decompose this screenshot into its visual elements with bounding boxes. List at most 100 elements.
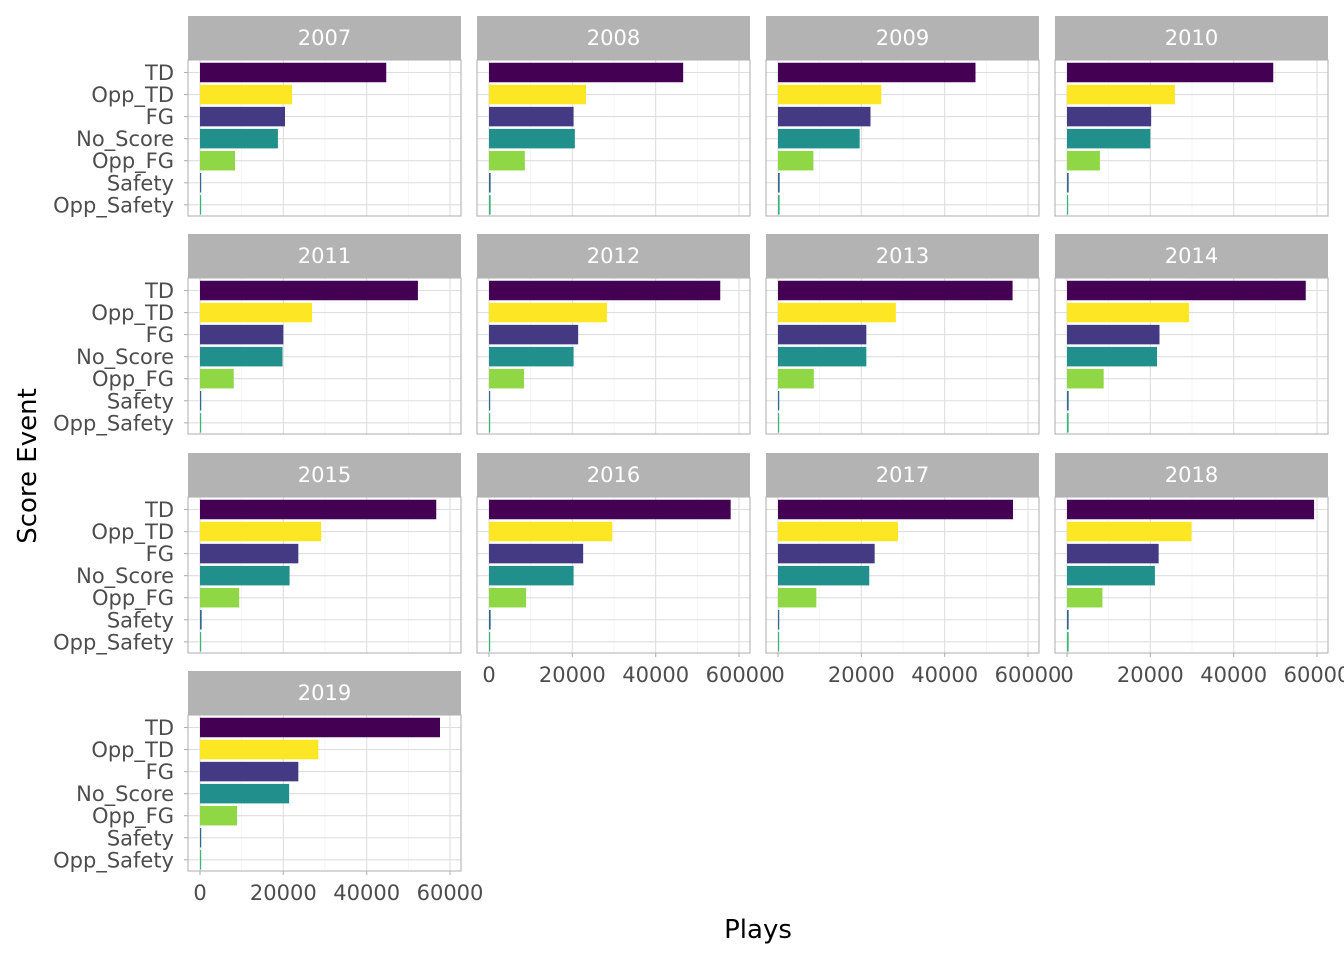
bar-no-score bbox=[489, 128, 575, 149]
panel-border bbox=[1054, 277, 1329, 435]
bar-fg bbox=[1067, 106, 1152, 127]
y-tick-label: Opp_TD bbox=[91, 520, 174, 545]
bar-opp-td bbox=[778, 521, 898, 542]
bar-no-score bbox=[200, 565, 290, 586]
facet-strip-label: 2010 bbox=[1165, 26, 1218, 50]
bar-safety bbox=[1067, 610, 1069, 630]
bar-safety bbox=[489, 391, 491, 411]
bar-safety bbox=[489, 173, 491, 193]
bar-opp-td bbox=[200, 521, 322, 542]
bar-fg bbox=[489, 543, 584, 564]
facet-strip bbox=[766, 453, 1039, 497]
x-tick-label: 0 bbox=[1060, 663, 1073, 687]
bar-safety bbox=[778, 610, 780, 630]
bar-opp-safety bbox=[200, 850, 202, 870]
x-tick-label: 20000 bbox=[828, 663, 895, 687]
x-tick-label: 60000 bbox=[706, 663, 773, 687]
bar-opp-safety bbox=[1067, 195, 1069, 215]
x-tick-label: 0 bbox=[482, 663, 495, 687]
panel-border bbox=[187, 714, 462, 872]
panel-border bbox=[765, 59, 1040, 217]
bar-opp-fg bbox=[200, 587, 240, 608]
bar-safety bbox=[778, 391, 780, 411]
facet-strip-label: 2014 bbox=[1165, 244, 1218, 268]
panel-border bbox=[1054, 59, 1329, 217]
y-tick-label: Safety bbox=[107, 389, 174, 413]
bar-opp-td bbox=[1067, 84, 1175, 105]
y-tick-label: Opp_TD bbox=[91, 738, 174, 763]
y-tick-label: Opp_Safety bbox=[53, 630, 174, 655]
bar-td bbox=[778, 499, 1013, 520]
bar-opp-td bbox=[200, 84, 293, 105]
bar-td bbox=[1067, 499, 1315, 520]
bar-opp-fg bbox=[778, 587, 817, 608]
bar-safety bbox=[200, 391, 202, 411]
bar-td bbox=[200, 499, 437, 520]
y-axis-title: Score Event bbox=[13, 388, 43, 544]
facet-strip-label: 2009 bbox=[876, 26, 929, 50]
y-tick-label: No_Score bbox=[76, 127, 174, 152]
facet-strip-label: 2015 bbox=[298, 463, 351, 487]
facet-strip-label: 2013 bbox=[876, 244, 929, 268]
bar-opp-fg bbox=[200, 805, 238, 826]
bar-fg bbox=[1067, 543, 1159, 564]
bar-no-score bbox=[200, 128, 278, 149]
y-tick-label: Opp_Safety bbox=[53, 411, 174, 436]
panel-border bbox=[765, 277, 1040, 435]
bar-opp-td bbox=[1067, 521, 1192, 542]
bar-fg bbox=[778, 106, 871, 127]
y-tick-label: No_Score bbox=[76, 782, 174, 807]
y-tick-label: Opp_TD bbox=[91, 83, 174, 108]
facet-strip-label: 2008 bbox=[587, 26, 640, 50]
bar-safety bbox=[200, 173, 202, 193]
facet-strip-label: 2011 bbox=[298, 244, 351, 268]
y-tick-label: Safety bbox=[107, 171, 174, 195]
bar-opp-safety bbox=[1067, 413, 1069, 433]
bar-fg bbox=[778, 324, 867, 345]
bar-fg bbox=[489, 324, 579, 345]
bar-td bbox=[200, 717, 440, 738]
bar-td bbox=[489, 62, 684, 83]
bar-no-score bbox=[1067, 346, 1157, 367]
y-tick-label: FG bbox=[146, 105, 174, 129]
bar-opp-fg bbox=[1067, 368, 1104, 389]
panel-border bbox=[476, 496, 751, 654]
facet-strip-label: 2018 bbox=[1165, 463, 1218, 487]
x-tick-label: 40000 bbox=[1200, 663, 1267, 687]
x-tick-label: 0 bbox=[771, 663, 784, 687]
y-tick-label: Opp_FG bbox=[92, 149, 174, 174]
y-tick-label: TD bbox=[144, 61, 174, 85]
bar-no-score bbox=[1067, 128, 1151, 149]
facet-strip-label: 2019 bbox=[298, 681, 351, 705]
panel-border bbox=[187, 496, 462, 654]
bar-opp-safety bbox=[489, 632, 491, 652]
bar-fg bbox=[200, 543, 299, 564]
bar-no-score bbox=[489, 565, 574, 586]
bar-fg bbox=[200, 106, 285, 127]
bar-safety bbox=[200, 610, 202, 630]
bar-opp-td bbox=[489, 84, 587, 105]
bar-opp-fg bbox=[778, 368, 814, 389]
bar-no-score bbox=[200, 346, 283, 367]
facet-strip bbox=[477, 16, 750, 60]
bar-opp-safety bbox=[489, 413, 491, 433]
x-tick-label: 20000 bbox=[1117, 663, 1184, 687]
bar-opp-td bbox=[489, 521, 613, 542]
facet-strip bbox=[188, 453, 461, 497]
facet-strip-label: 2017 bbox=[876, 463, 929, 487]
facet-strip bbox=[188, 16, 461, 60]
facet-strip bbox=[188, 234, 461, 278]
x-axis-title: Plays bbox=[724, 915, 792, 945]
bar-fg bbox=[489, 106, 574, 127]
bar-opp-fg bbox=[489, 150, 525, 171]
y-tick-label: TD bbox=[144, 279, 174, 303]
x-tick-label: 40000 bbox=[622, 663, 689, 687]
bar-no-score bbox=[200, 783, 290, 804]
y-tick-label: Opp_FG bbox=[92, 804, 174, 829]
bar-opp-td bbox=[778, 84, 882, 105]
bar-td bbox=[1067, 62, 1274, 83]
bar-td bbox=[489, 280, 721, 301]
facet-strip bbox=[477, 234, 750, 278]
